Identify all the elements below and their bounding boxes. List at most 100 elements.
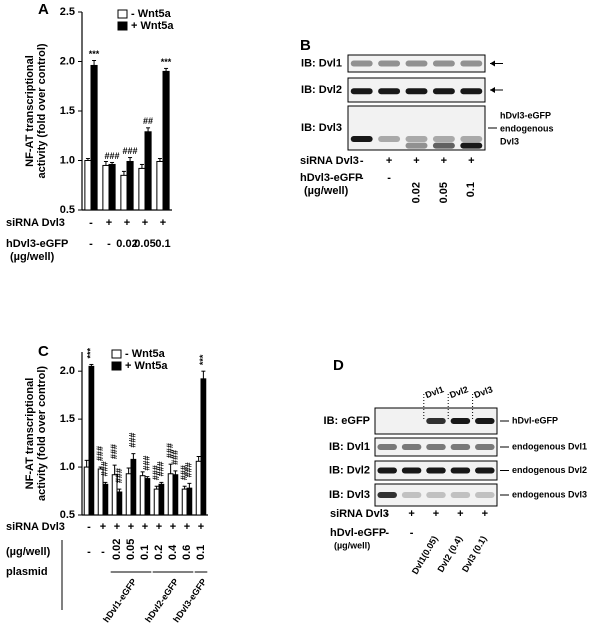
blot-band — [350, 136, 373, 142]
blot-band-label: endogenous Dvl1 — [512, 441, 587, 451]
condition-value: - — [385, 508, 389, 520]
row-value: 0.2 — [153, 545, 165, 560]
significance-label: ### — [165, 443, 175, 458]
condition-sublabel: (µg/well) — [334, 540, 370, 550]
blot-band — [426, 444, 446, 450]
blot-band — [460, 88, 483, 95]
legend-label: - Wnt5a — [131, 8, 172, 20]
blot-row-label: IB: eGFP — [324, 415, 370, 427]
row-value: - — [87, 546, 91, 558]
blot-band — [350, 88, 373, 95]
row-value: + — [142, 521, 148, 533]
bar — [130, 458, 137, 516]
bar — [195, 460, 202, 516]
blot-band — [460, 142, 483, 149]
condition-value: 0.1 — [465, 182, 477, 197]
blot-band — [475, 467, 495, 474]
condition-value: + — [413, 155, 419, 167]
blot-band — [405, 60, 428, 67]
significance-label: ### — [114, 468, 124, 483]
blot-row-label: IB: Dvl3 — [301, 122, 342, 134]
legend-swatch — [117, 9, 128, 19]
blot-band — [377, 467, 397, 474]
row-label: (µg/well) — [6, 546, 51, 558]
lane-label: Dvl3 — [473, 384, 494, 400]
panel-label: A — [38, 1, 49, 18]
significance-label: ### — [151, 465, 161, 480]
significance-label: ### — [109, 444, 119, 459]
condition-label: siRNA Dvl3 — [330, 508, 389, 520]
panel-label: C — [38, 343, 49, 360]
legend-label: - Wnt5a — [125, 348, 166, 360]
bar — [90, 64, 98, 211]
blot-strip — [347, 105, 486, 151]
y-tick-label: 0.5 — [60, 204, 75, 216]
blot-row-label: IB: Dvl1 — [329, 441, 370, 453]
row-value: - — [107, 238, 111, 250]
condition-value: 0.05 — [438, 182, 450, 203]
bar — [120, 174, 128, 211]
condition-value: + — [408, 508, 414, 520]
row-value: 0.05 — [134, 238, 155, 250]
row-value: + — [156, 521, 162, 533]
row-value: 0.1 — [195, 545, 207, 560]
blot-band — [450, 492, 471, 498]
group-label: hDvl1-eGFP — [101, 577, 138, 625]
blot-strip — [347, 54, 486, 73]
y-axis-label: activity (fold over control) — [36, 366, 48, 501]
lane-label: Dvl1 — [424, 384, 445, 400]
bar — [102, 164, 110, 211]
bar — [138, 167, 146, 211]
significance-label: *** — [161, 57, 172, 67]
row-sublabel: (µg/well) — [10, 251, 55, 263]
significance-label: ### — [123, 146, 138, 156]
lane-label: Dvl2 — [448, 384, 469, 400]
blot-band — [378, 88, 401, 95]
condition-label: hDvl-eGFP — [330, 527, 386, 539]
bar — [126, 160, 134, 211]
condition-value: - — [387, 172, 391, 184]
bar — [108, 163, 116, 211]
significance-label: ### — [128, 433, 138, 448]
blot-band — [401, 467, 422, 474]
row-value: + — [142, 217, 148, 229]
y-tick-label: 2.5 — [60, 6, 75, 18]
significance-label: *** — [89, 49, 100, 59]
bar — [162, 70, 170, 211]
y-tick-label: 0.5 — [60, 509, 75, 521]
significance-label: ### — [95, 446, 105, 461]
significance-label: *** — [86, 347, 96, 358]
legend-label: + Wnt5a — [125, 360, 168, 372]
bar — [144, 478, 151, 516]
blot-band — [426, 492, 446, 498]
condition-value: + — [433, 508, 439, 520]
blot-band — [401, 444, 422, 450]
row-value: + — [128, 521, 134, 533]
arrow-head — [490, 60, 495, 67]
row-label: plasmid — [6, 566, 48, 578]
blot-band — [450, 418, 471, 424]
blot-band — [350, 60, 373, 67]
blot-band — [378, 136, 401, 142]
y-tick-label: 2.0 — [60, 365, 75, 377]
panel-label: D — [333, 357, 344, 374]
panel-label: B — [300, 37, 311, 54]
bar — [125, 473, 132, 516]
condition-value: - — [410, 527, 414, 539]
condition-value: - — [385, 527, 389, 539]
blot-row-label: IB: Dvl3 — [329, 489, 370, 501]
condition-value: - — [360, 155, 364, 167]
blot-band — [377, 444, 397, 450]
significance-label: ### — [179, 465, 189, 480]
blot-band — [378, 60, 401, 67]
bar — [156, 160, 164, 211]
y-tick-label: 1.5 — [60, 105, 75, 117]
y-axis-label: activity (fold over control) — [36, 43, 48, 178]
condition-value: + — [386, 155, 392, 167]
row-value: + — [114, 521, 120, 533]
blot-band — [405, 142, 428, 149]
bar — [102, 483, 109, 516]
blot-band-label: hDvl3-eGFP — [500, 110, 551, 120]
blot-band — [432, 142, 455, 149]
